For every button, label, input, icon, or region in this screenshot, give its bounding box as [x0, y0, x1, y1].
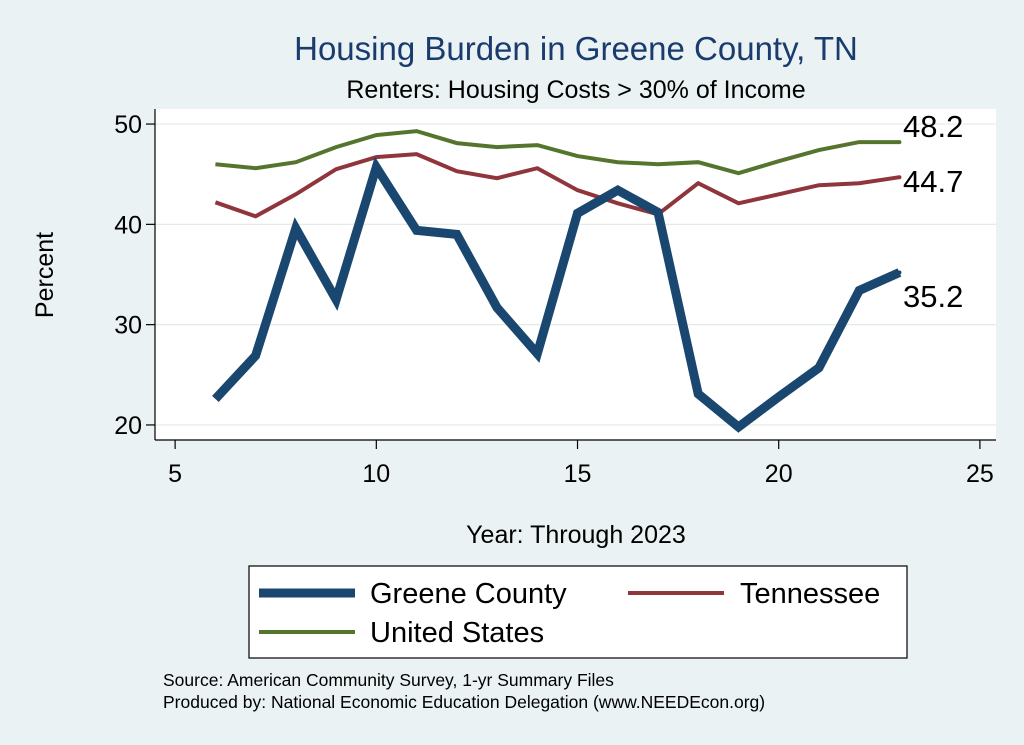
y-axis-label: Percent: [31, 232, 59, 318]
y-tick-label-30: 30: [114, 312, 142, 340]
legend-label-united-states: United States: [370, 617, 544, 649]
legend-label-greene-county: Greene County: [370, 578, 567, 610]
x-tick-label-15: 15: [564, 460, 592, 488]
end-label-greene-county: 35.2: [903, 279, 963, 314]
series-line-united-states: [215, 129, 900, 176]
series-line-tennessee: [214, 152, 900, 219]
x-tick-label-20: 20: [765, 460, 793, 488]
legend: Greene County Tennessee United States: [248, 565, 908, 659]
legend-label-tennessee: Tennessee: [740, 578, 880, 610]
x-tick-label-25: 25: [966, 460, 994, 488]
producer-note: Produced by: National Economic Education…: [163, 692, 765, 712]
y-tick-label-50: 50: [114, 111, 142, 139]
x-tick-label-5: 5: [168, 460, 182, 488]
series-layer: [212, 129, 902, 433]
chart-title: Housing Burden in Greene County, TN: [294, 30, 858, 67]
x-tick-label-10: 10: [362, 460, 390, 488]
y-tick-label-40: 40: [114, 211, 142, 239]
y-axis-ticks: 20 30 40 50: [114, 111, 155, 440]
series-endpoint-greene-county: [897, 270, 902, 275]
series-endpoint-tennessee: [897, 175, 902, 180]
end-label-tennessee: 44.7: [903, 164, 963, 199]
legend-box: [248, 565, 908, 659]
end-label-united-states: 48.2: [903, 109, 963, 144]
y-tick-label-20: 20: [114, 412, 142, 440]
x-axis-label: Year: Through 2023: [466, 521, 686, 549]
series-line-greene-county: [212, 156, 902, 433]
source-note: Source: American Community Survey, 1-yr …: [163, 670, 614, 690]
x-axis-ticks: 5 10 15 20 25: [168, 440, 994, 488]
chart-subtitle: Renters: Housing Costs > 30% of Income: [346, 76, 805, 104]
series-endpoint-united-states: [897, 140, 902, 145]
